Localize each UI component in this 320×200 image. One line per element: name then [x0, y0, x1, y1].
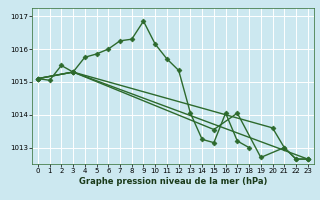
X-axis label: Graphe pression niveau de la mer (hPa): Graphe pression niveau de la mer (hPa) [79, 177, 267, 186]
